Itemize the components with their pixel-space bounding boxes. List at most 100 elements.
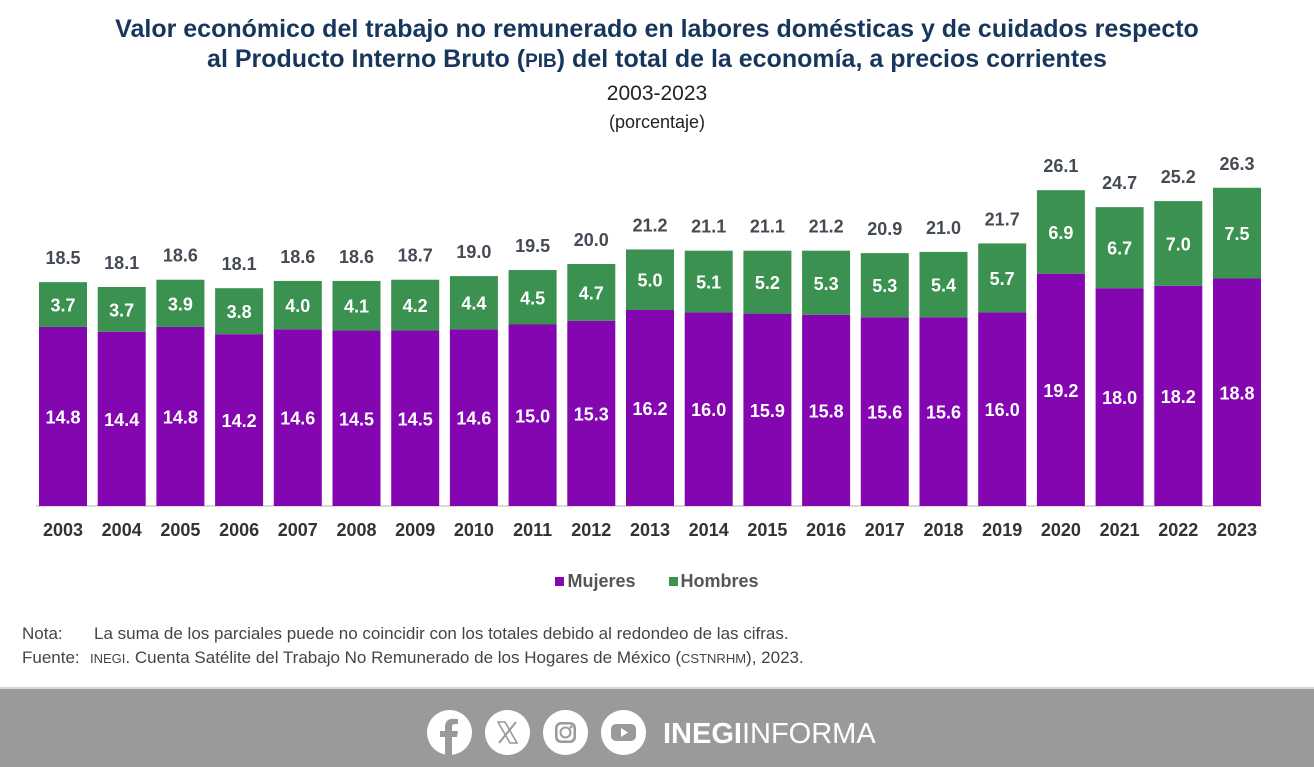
x-tick-label: 2022 <box>1158 520 1198 540</box>
data-label-total: 18.6 <box>280 247 315 267</box>
x-tick-label: 2013 <box>630 520 670 540</box>
legend-item-hombres: Hombres <box>668 571 759 592</box>
data-label-mujeres: 18.2 <box>1161 387 1196 407</box>
chart-unit: (porcentaje) <box>608 112 706 132</box>
bar-hombres <box>1095 207 1144 289</box>
x-tick-label: 2023 <box>1217 520 1257 540</box>
x-tick-label: 2012 <box>571 520 611 540</box>
youtube-icon[interactable] <box>601 710 646 755</box>
bar-group-2014: 16.0 5.1 21.1 2014 <box>684 217 733 540</box>
data-label-hombres: 7.0 <box>1166 234 1191 254</box>
bar-hombres <box>391 279 440 331</box>
bar-hombres <box>1213 187 1261 279</box>
data-label-mujeres: 18.8 <box>1219 383 1254 403</box>
data-label-hombres: 6.7 <box>1107 239 1132 259</box>
bar-group-2004: 14.4 3.7 18.1 2004 <box>97 253 146 540</box>
data-label-total: 26.3 <box>1219 154 1254 174</box>
data-label-mujeres: 14.5 <box>339 409 374 429</box>
data-label-hombres: 4.1 <box>344 297 369 317</box>
data-label-mujeres: 19.2 <box>1043 381 1078 401</box>
x-twitter-icon[interactable] <box>485 710 530 755</box>
bar-mujeres <box>1213 278 1261 506</box>
data-label-hombres: 3.8 <box>227 302 252 322</box>
bar-hombres <box>156 279 205 327</box>
bar-group-2020: 19.2 6.9 26.1 2020 <box>1036 156 1085 540</box>
data-label-mujeres: 15.8 <box>809 401 844 421</box>
bar-mujeres <box>332 330 381 506</box>
instagram-icon[interactable] <box>543 710 588 755</box>
x-tick-label: 2020 <box>1041 520 1081 540</box>
data-label-mujeres: 14.2 <box>222 411 257 431</box>
bar-mujeres <box>1154 285 1203 506</box>
x-tick-label: 2008 <box>336 520 376 540</box>
bar-group-2005: 14.8 3.9 18.6 2005 <box>156 246 205 540</box>
data-label-mujeres: 16.0 <box>691 400 726 420</box>
x-tick-label: 2017 <box>865 520 905 540</box>
note-line: Nota: La suma de los parciales puede no c… <box>22 622 804 646</box>
data-label-hombres: 5.0 <box>637 271 662 291</box>
chart-title: Valor económico del trabajo no remunerad… <box>0 14 1314 77</box>
bar-hombres <box>919 251 968 318</box>
source-text: . Cuenta Satélite del Trabajo No Remuner… <box>125 648 682 667</box>
chart-legend: Mujeres Hombres <box>0 570 1314 592</box>
title-text: ) del total de la economía, a precios co… <box>556 45 1107 73</box>
source-line: Fuente: INEGI. Cuenta Satélite del Trabaj… <box>22 646 804 671</box>
data-label-mujeres: 14.4 <box>104 410 139 430</box>
data-label-mujeres: 14.8 <box>45 407 80 427</box>
bar-mujeres <box>1036 273 1085 506</box>
data-label-mujeres: 14.6 <box>456 409 491 429</box>
data-label-mujeres: 15.6 <box>926 403 961 423</box>
x-tick-label: 2015 <box>747 520 787 540</box>
footer-bar: INEGIINFORMA <box>0 687 1314 767</box>
data-label-total: 18.1 <box>104 253 139 273</box>
brand-light: INFORMA <box>741 718 876 750</box>
data-label-hombres: 4.7 <box>579 283 604 303</box>
data-label-total: 18.7 <box>398 246 433 266</box>
data-label-hombres: 4.5 <box>520 288 545 308</box>
source-abbr: CSTNRHM <box>681 651 747 666</box>
bar-hombres <box>332 280 381 331</box>
source-text: ), 2023. <box>746 648 804 667</box>
data-label-mujeres: 15.3 <box>574 404 609 424</box>
data-label-hombres: 5.7 <box>990 269 1015 289</box>
x-tick-label: 2009 <box>395 520 435 540</box>
bar-hombres <box>215 288 264 335</box>
x-tick-label: 2011 <box>513 520 552 540</box>
x-tick-label: 2019 <box>982 520 1022 540</box>
bar-hombres <box>978 243 1027 313</box>
data-label-hombres: 4.0 <box>285 296 310 316</box>
data-label-mujeres: 15.9 <box>750 401 785 421</box>
data-label-mujeres: 15.0 <box>515 406 550 426</box>
bar-group-2019: 16.0 5.7 21.7 2019 <box>978 209 1027 540</box>
bar-group-2018: 15.6 5.4 21.0 2018 <box>919 218 968 540</box>
bar-mujeres <box>684 312 733 506</box>
bar-group-2011: 15.0 4.5 19.5 2011 <box>508 236 557 540</box>
data-label-total: 18.1 <box>222 254 257 274</box>
bar-group-2015: 15.9 5.2 21.1 2015 <box>743 217 792 540</box>
bar-mujeres <box>215 334 264 506</box>
x-tick-label: 2006 <box>219 520 259 540</box>
bar-group-2021: 18.0 6.7 24.7 2021 <box>1095 173 1144 540</box>
legend-label: Hombres <box>680 571 759 591</box>
bar-mujeres <box>978 312 1027 506</box>
bar-mujeres <box>97 331 146 506</box>
bar-hombres <box>626 249 674 310</box>
facebook-icon[interactable] <box>427 710 472 755</box>
bar-hombres <box>97 286 146 332</box>
data-label-total: 24.7 <box>1102 173 1137 193</box>
data-label-total: 21.0 <box>926 218 961 238</box>
bar-group-2003: 14.8 3.7 18.5 2003 <box>39 248 87 540</box>
data-label-hombres: 3.7 <box>50 296 75 316</box>
x-tick-label: 2007 <box>278 520 318 540</box>
bar-hombres <box>743 250 792 314</box>
bar-group-2008: 14.5 4.1 18.6 2008 <box>332 247 381 540</box>
data-label-hombres: 3.9 <box>168 294 193 314</box>
note-text: La suma de los parciales puede no coinci… <box>94 624 789 643</box>
chart-notes: Nota: La suma de los parciales puede no c… <box>22 622 804 671</box>
data-label-mujeres: 16.2 <box>632 399 667 419</box>
x-tick-label: 2005 <box>160 520 200 540</box>
bar-group-2006: 14.2 3.8 18.1 2006 <box>215 254 264 540</box>
bar-hombres <box>273 280 322 330</box>
legend-label: Mujeres <box>567 571 636 591</box>
data-label-total: 21.7 <box>985 209 1020 229</box>
